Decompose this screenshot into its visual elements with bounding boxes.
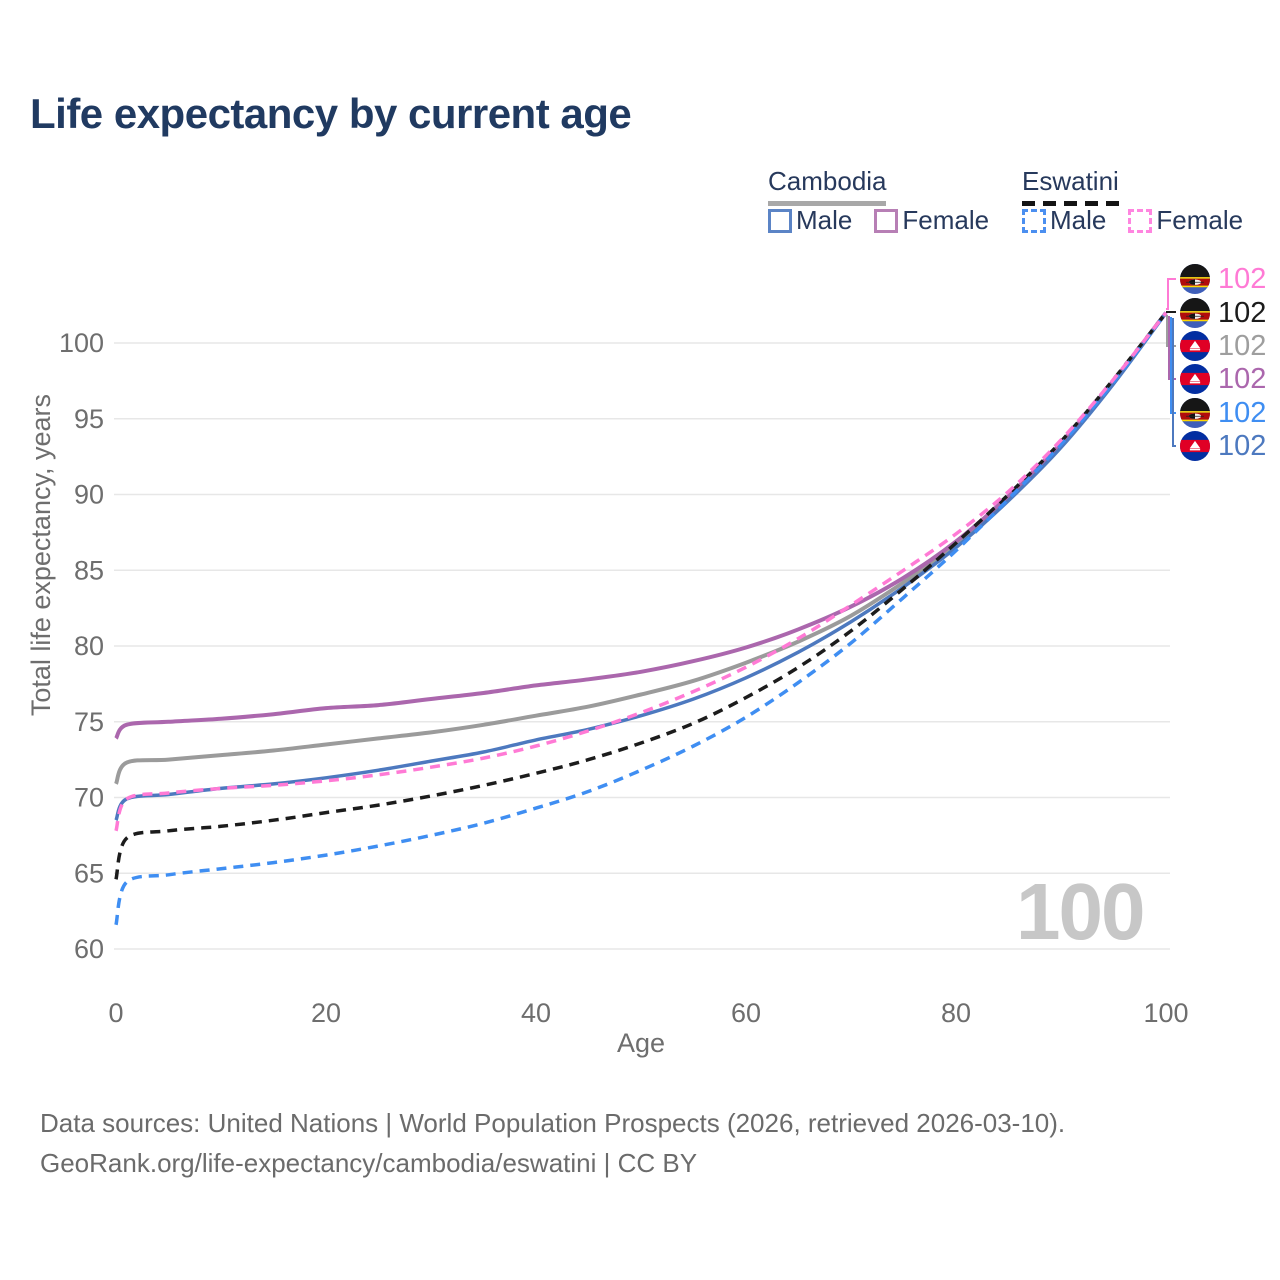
end-value-cambodia-male: 102 — [1218, 429, 1267, 462]
y-axis-label: Total life expectancy, years — [26, 394, 56, 716]
x-axis-label: Age — [617, 1028, 665, 1058]
x-tick-80: 80 — [941, 998, 971, 1028]
line-eswatini-female — [114, 311, 1168, 832]
age-watermark: 100 — [1016, 867, 1145, 956]
eswatini-flag-icon — [1180, 298, 1210, 328]
legend-label: Male — [796, 205, 853, 235]
x-tick-0: 0 — [108, 998, 123, 1028]
end-value-eswatini-female: 102 — [1218, 262, 1267, 295]
y-tick-75: 75 — [74, 707, 104, 737]
end-label-eswatini-both: 102 — [1180, 297, 1266, 329]
legend-group-cambodia: Cambodia — [768, 166, 887, 206]
cambodia-flag-icon — [1180, 431, 1210, 461]
legend-row-cambodia: Male Female — [768, 205, 989, 236]
end-label-cambodia-female: 102 — [1180, 363, 1266, 395]
legend-linestyle-solid — [768, 201, 886, 206]
legend-item-eswatini-male[interactable]: Male — [1022, 205, 1106, 236]
eswatini-female-swatch-icon — [1128, 208, 1153, 233]
legend-row-eswatini: Male Female — [1022, 205, 1243, 236]
x-tick-20: 20 — [311, 998, 341, 1028]
gridlines: 60 65 70 75 80 85 90 95 100 — [59, 328, 1170, 964]
x-tick-60: 60 — [731, 998, 761, 1028]
end-label-eswatini-male: 102 — [1180, 397, 1266, 429]
line-eswatini-male — [114, 311, 1168, 926]
x-tick-100: 100 — [1143, 998, 1188, 1028]
end-value-eswatini-both: 102 — [1218, 296, 1267, 329]
end-label-cambodia-both: 102 — [1180, 330, 1266, 362]
end-value-cambodia-both: 102 — [1218, 329, 1267, 362]
end-value-eswatini-male: 102 — [1218, 396, 1267, 429]
legend-item-eswatini-female[interactable]: Female — [1128, 205, 1243, 236]
eswatini-male-swatch-icon — [1022, 208, 1046, 233]
legend-linestyle-dashed — [1022, 201, 1122, 206]
eswatini-flag-icon — [1180, 398, 1210, 428]
legend-label: Male — [1050, 205, 1107, 235]
legend-item-cambodia-female[interactable]: Female — [874, 205, 989, 236]
data-sources-text: Data sources: United Nations | World Pop… — [40, 1108, 1066, 1138]
end-label-connectors — [1166, 278, 1176, 447]
end-label-eswatini-female: 102 — [1180, 263, 1266, 295]
eswatini-flag-icon — [1180, 264, 1210, 294]
y-tick-70: 70 — [74, 783, 104, 813]
legend-country-eswatini: Eswatini — [1022, 166, 1119, 196]
legend-item-cambodia-male[interactable]: Male — [768, 205, 852, 236]
y-tick-95: 95 — [74, 404, 104, 434]
y-tick-90: 90 — [74, 480, 104, 510]
cambodia-male-swatch-icon — [768, 208, 792, 233]
y-tick-60: 60 — [74, 934, 104, 964]
line-cambodia-male — [114, 311, 1168, 822]
page-title: Life expectancy by current age — [30, 90, 632, 137]
y-tick-100: 100 — [59, 328, 104, 358]
cambodia-flag-icon — [1180, 364, 1210, 394]
legend-label: Female — [1156, 205, 1244, 235]
y-tick-80: 80 — [74, 631, 104, 661]
line-eswatini-both — [114, 311, 1168, 880]
y-tick-85: 85 — [74, 555, 104, 585]
y-tick-65: 65 — [74, 858, 104, 888]
legend-group-eswatini: Eswatini — [1022, 166, 1122, 206]
legend-country-cambodia: Cambodia — [768, 166, 887, 196]
cambodia-female-swatch-icon — [874, 208, 899, 233]
legend-label: Female — [902, 205, 990, 235]
attribution-link-text: GeoRank.org/life-expectancy/cambodia/esw… — [40, 1148, 698, 1178]
end-value-cambodia-female: 102 — [1218, 362, 1267, 395]
x-tick-40: 40 — [521, 998, 551, 1028]
cambodia-flag-icon — [1180, 331, 1210, 361]
end-label-cambodia-male: 102 — [1180, 430, 1266, 462]
line-cambodia-female — [114, 311, 1168, 740]
